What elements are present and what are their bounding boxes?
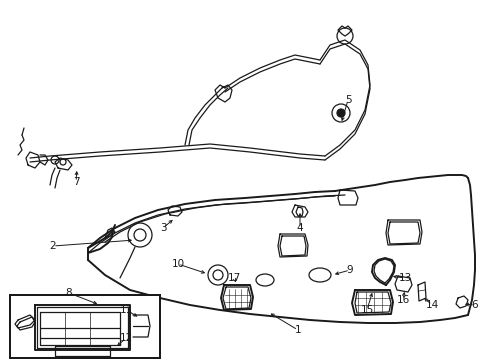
Text: 17: 17 [227, 273, 240, 283]
Text: 14: 14 [425, 300, 438, 310]
Text: 15: 15 [360, 305, 373, 315]
Bar [10, 295, 160, 358]
Text: 4: 4 [296, 223, 303, 233]
Text: 12: 12 [119, 333, 132, 343]
Text: 8: 8 [65, 288, 72, 298]
Text: 1: 1 [294, 325, 301, 335]
Text: 16: 16 [396, 295, 409, 305]
Text: 2: 2 [50, 241, 56, 251]
Text: 6: 6 [471, 300, 477, 310]
Text: 5: 5 [344, 95, 350, 105]
Text: 10: 10 [171, 259, 184, 269]
Text: 3: 3 [160, 223, 166, 233]
Text: 11: 11 [119, 305, 132, 315]
Text: 13: 13 [398, 273, 411, 283]
Circle shape [336, 109, 345, 117]
Bar [10, 295, 160, 358]
Text: 7: 7 [73, 177, 79, 187]
Text: 9: 9 [346, 265, 353, 275]
